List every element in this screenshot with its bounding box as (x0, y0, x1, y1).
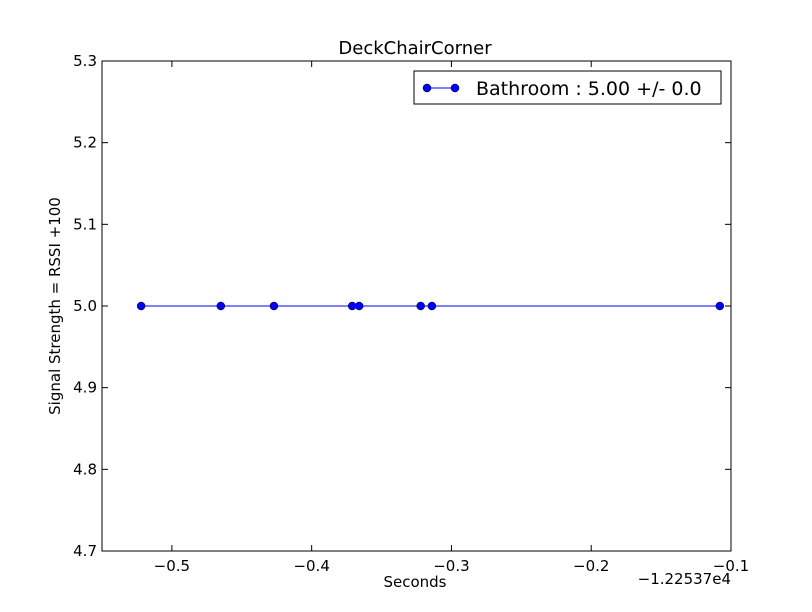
y-tick-label: 5.0 (73, 297, 97, 315)
y-tick-label: 5.2 (73, 134, 97, 152)
y-tick-label: 4.9 (73, 379, 97, 397)
x-tick-label: −0.2 (573, 557, 609, 575)
legend-box (413, 70, 722, 105)
data-point (269, 301, 279, 311)
y-tick-label: 4.7 (73, 542, 97, 560)
y-tick-label: 5.1 (73, 215, 97, 233)
x-tick-label: −0.3 (433, 557, 469, 575)
data-point (216, 301, 226, 311)
x-tick-label: −0.1 (713, 557, 749, 575)
data-point (354, 301, 364, 311)
legend-marker (422, 83, 432, 93)
data-point (427, 301, 437, 311)
y-tick-label: 5.3 (73, 52, 97, 70)
y-axis-title: Signal Strength = RSSI +100 (46, 197, 64, 415)
y-tick-label: 4.8 (73, 460, 97, 478)
legend-label: Bathroom : 5.00 +/- 0.0 (476, 78, 702, 100)
x-offset-label: −1.22537e4 (638, 570, 731, 588)
chart-title: DeckChairCorner (338, 38, 492, 59)
x-tick-label: −0.5 (154, 557, 190, 575)
data-point (136, 301, 146, 311)
legend: Bathroom : 5.00 +/- 0.0 (413, 70, 722, 105)
data-point (416, 301, 425, 311)
data-point (715, 301, 725, 311)
x-tick-label: −0.4 (293, 557, 329, 575)
x-axis-title: Seconds (383, 573, 446, 591)
legend-marker (450, 83, 460, 93)
